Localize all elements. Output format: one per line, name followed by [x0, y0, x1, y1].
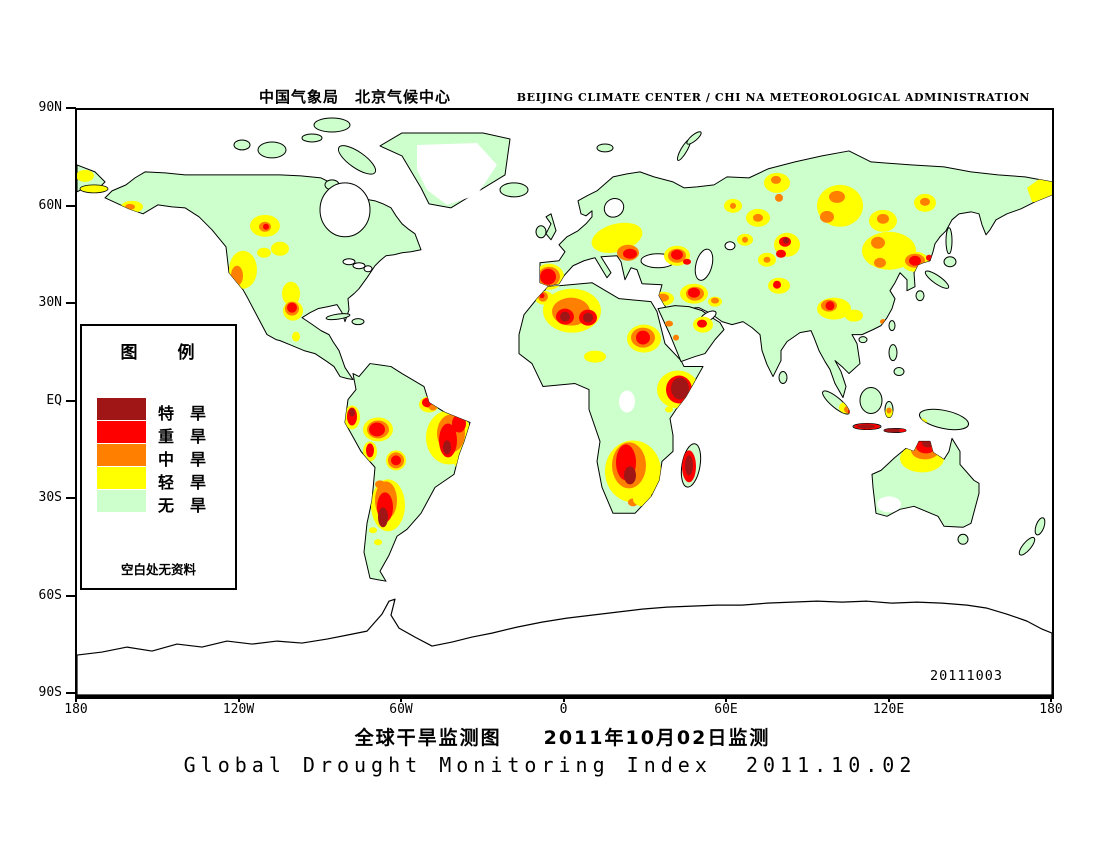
- hispaniola: [351, 318, 365, 326]
- lon-tick: [562, 695, 565, 702]
- legend-swatch-extreme: [97, 398, 146, 420]
- great-lake-3: [363, 265, 373, 273]
- legend-rows: 特 旱重 旱中 旱轻 旱无 旱: [82, 398, 235, 515]
- legend-note: 空白处无资料: [120, 562, 196, 577]
- legend-item-light: 轻 旱: [82, 467, 235, 492]
- aleutian-drought: [79, 184, 109, 194]
- world-map: [77, 110, 1052, 695]
- banks-island: [233, 139, 251, 151]
- sri-lanka: [778, 371, 788, 385]
- legend-label-extreme: 特 旱: [158, 404, 207, 423]
- legend-label-none: 无 旱: [158, 496, 207, 515]
- lat-tick: [66, 302, 76, 304]
- nodata-east-africa: [619, 390, 635, 413]
- sakhalin: [945, 227, 953, 255]
- lon-tick-label: 120W: [222, 702, 255, 717]
- new-guinea: [918, 408, 970, 431]
- ellesmere-island: [313, 117, 351, 133]
- header-english: BEIJING CLIMATE CENTER / CHI NA METEOROL…: [516, 91, 1030, 104]
- caspian-sea: [694, 248, 714, 281]
- antarctica: [77, 598, 1052, 695]
- lat-tick: [66, 107, 76, 109]
- legend-swatch-light: [97, 467, 146, 489]
- tasmania: [957, 533, 969, 545]
- luzon: [888, 344, 898, 362]
- honshu: [924, 270, 950, 289]
- lat-tick: [66, 594, 76, 597]
- lon-tick: [1050, 695, 1052, 702]
- header-chinese: 中国气象局 北京气候中心: [258, 88, 451, 106]
- iceland: [499, 182, 529, 198]
- legend-item-none: 无 旱: [82, 490, 235, 515]
- novaya-zemlya-north: [686, 131, 702, 145]
- ireland: [535, 225, 547, 239]
- lat-tick-label: EQ: [46, 392, 62, 408]
- lat-tick-label: 30S: [38, 490, 62, 505]
- lat-tick-label: 90S: [38, 685, 62, 700]
- new-zealand-south: [1018, 536, 1036, 556]
- legend-item-extreme: 特 旱: [82, 398, 235, 423]
- legend-item-severe: 重 旱: [82, 421, 235, 446]
- greenland-icecap: [417, 142, 497, 205]
- lon-tick-label: 180: [1039, 702, 1063, 717]
- cuba: [325, 313, 351, 321]
- legend-swatch-severe: [97, 421, 146, 443]
- lon-tick-label: 60W: [389, 702, 413, 717]
- lat-tick-label: 60N: [38, 197, 62, 213]
- aral-sea: [724, 241, 736, 251]
- lat-tick-label: 60S: [38, 587, 62, 603]
- devon-island: [301, 133, 323, 143]
- lon-tick: [237, 695, 240, 702]
- lon-tick: [75, 695, 77, 702]
- lat-tick: [66, 692, 76, 694]
- legend-label-moderate: 中 旱: [158, 450, 207, 469]
- hokkaido: [943, 256, 957, 268]
- hudson-bay: [319, 182, 371, 238]
- lon-tick-label: 60E: [714, 702, 738, 717]
- footer-title-english: Global Drought Monitoring Index 2011.10.…: [183, 753, 917, 777]
- eurasia: [539, 150, 1052, 399]
- lat-tick-label: 90N: [38, 100, 62, 115]
- legend-swatch-moderate: [97, 444, 146, 466]
- lat-tick: [66, 497, 76, 499]
- hainan: [858, 336, 868, 344]
- lat-tick: [66, 204, 76, 207]
- legend-label-severe: 重 旱: [158, 427, 207, 446]
- lon-tick: [887, 695, 890, 702]
- lon-tick: [725, 695, 727, 702]
- legend-title: 图 例: [120, 343, 197, 363]
- taiwan: [888, 320, 896, 332]
- great-lake-1: [342, 258, 356, 266]
- kyushu: [915, 290, 925, 302]
- new-zealand-north: [1034, 517, 1046, 536]
- mindanao: [893, 367, 905, 377]
- no-data-patches: [417, 142, 901, 513]
- map-frame: [75, 108, 1054, 699]
- lat-tick-label: 30N: [38, 295, 62, 310]
- baffin-island: [337, 145, 377, 175]
- victoria-island: [257, 141, 287, 159]
- lat-tick: [66, 399, 76, 402]
- legend-box: 图 例 特 旱重 旱中 旱轻 旱无 旱 空白处无资料: [80, 324, 237, 590]
- svalbard: [596, 143, 614, 153]
- footer-title-chinese: 全球干旱监测图 2011年10月02日监测: [354, 727, 771, 749]
- lon-tick-label: 0: [559, 702, 568, 717]
- lakes: [319, 182, 736, 323]
- lon-tick-label: 120E: [872, 702, 905, 717]
- lon-tick-label: 180: [64, 702, 88, 717]
- baltic-sea: [603, 198, 625, 218]
- drought-blobs: [77, 169, 1052, 546]
- legend-swatch-none: [97, 490, 146, 512]
- map-datestamp: 20111003: [930, 668, 1004, 684]
- legend-label-light: 轻 旱: [158, 473, 207, 492]
- nodata-australia: [877, 496, 901, 513]
- borneo: [859, 387, 883, 414]
- legend-item-moderate: 中 旱: [82, 444, 235, 469]
- lon-tick: [400, 695, 402, 702]
- great-lake-2: [352, 262, 366, 270]
